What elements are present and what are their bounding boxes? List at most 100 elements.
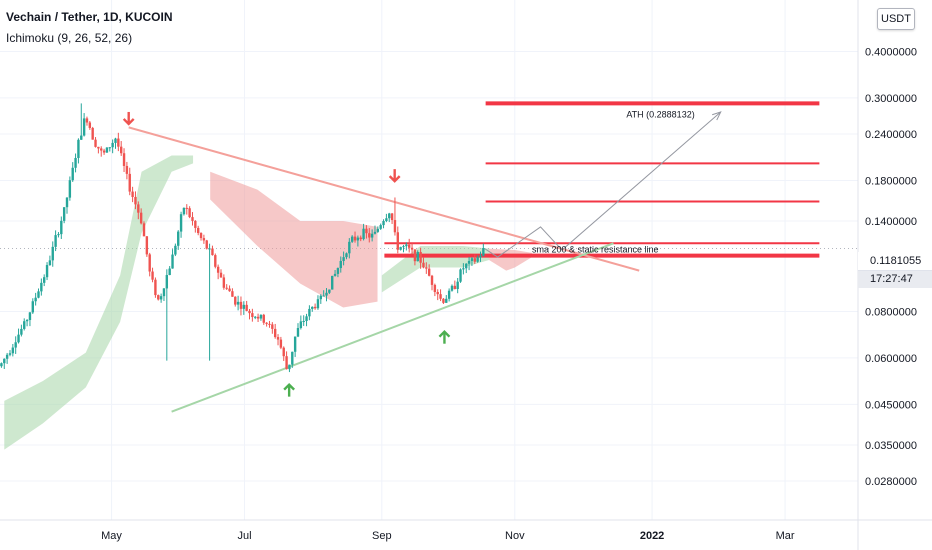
candle-body <box>225 287 228 289</box>
candle-body <box>62 207 66 221</box>
candle-body <box>276 337 280 340</box>
indicator-legend[interactable]: Ichimoku (9, 26, 52, 26) <box>6 31 133 45</box>
candle-body <box>299 321 303 329</box>
candle-body <box>390 213 394 221</box>
candle-body <box>319 295 323 300</box>
candle-body <box>285 356 288 370</box>
candle-body <box>408 244 411 248</box>
candle-body <box>470 258 474 261</box>
candle-body <box>370 233 374 238</box>
x-tick-label: Sep <box>372 530 392 542</box>
candle-body <box>165 275 169 289</box>
candle-body <box>248 310 251 314</box>
candle-body <box>442 298 445 303</box>
candle-body <box>379 225 382 229</box>
candle-body <box>473 258 476 262</box>
y-tick-label: 0.0450000 <box>865 399 917 411</box>
candle-body <box>234 296 237 305</box>
candle-body <box>214 255 217 267</box>
candle-body <box>125 165 129 174</box>
candle-body <box>97 146 100 149</box>
projection-path <box>484 111 722 258</box>
y-tick-label: 0.0280000 <box>865 476 917 488</box>
candle-body <box>48 260 52 266</box>
candle-body <box>302 321 305 323</box>
x-tick-label: Jul <box>237 530 251 542</box>
candle-body <box>159 296 163 300</box>
candle-body <box>288 364 291 370</box>
candle-body <box>345 253 348 258</box>
candle-body <box>316 299 320 309</box>
candle-body <box>174 245 177 255</box>
candle-body <box>162 288 166 297</box>
candle-body <box>368 233 371 238</box>
candle-body <box>111 142 114 148</box>
candle-body <box>148 254 151 272</box>
descending-trendline <box>128 126 640 272</box>
projection-line <box>484 111 722 258</box>
candle-body <box>114 138 117 143</box>
candle-body <box>11 347 15 354</box>
candle-body <box>134 196 137 205</box>
cloud-bullish <box>4 155 194 450</box>
candle-body <box>139 212 143 224</box>
candle-body <box>410 247 414 250</box>
candle-body <box>439 294 442 299</box>
candle-body <box>350 236 354 242</box>
candle-body <box>236 301 240 305</box>
y-tick-label: 0.0350000 <box>865 440 917 452</box>
candle-body <box>405 244 408 247</box>
candle-body <box>25 320 29 322</box>
candle-body <box>71 167 74 181</box>
signal-arrows <box>122 111 451 397</box>
candle-body <box>291 351 294 365</box>
candle-body <box>413 249 417 262</box>
candle-body <box>376 228 380 232</box>
candle-body <box>208 248 211 250</box>
currency-button[interactable]: USDT <box>877 8 915 30</box>
candle-body <box>154 279 157 296</box>
candle-body <box>342 257 345 261</box>
sma-label: sma 200 & static resistance line <box>532 245 659 255</box>
cloud-bearish <box>489 248 532 271</box>
resistance-levels <box>384 101 820 258</box>
candle-body <box>142 223 146 237</box>
candle-body <box>456 281 459 290</box>
candle-body <box>325 292 328 296</box>
ath-label: ATH (0.2888132) <box>626 109 694 119</box>
candle-body <box>382 221 385 226</box>
candle-body <box>8 353 12 355</box>
cloud-bearish <box>210 171 378 308</box>
candle-body <box>273 328 277 338</box>
candle-body <box>196 227 200 234</box>
symbol-title[interactable]: Vechain / Tether, 1D, KUCOIN <box>6 10 173 24</box>
candle-body <box>199 233 203 239</box>
candle-body <box>122 153 126 166</box>
candle-body <box>54 235 57 247</box>
x-tick-label: May <box>101 530 122 542</box>
candle-body <box>82 118 86 136</box>
candle-body <box>137 204 140 213</box>
candle-body <box>467 260 471 264</box>
candle-body <box>365 228 368 234</box>
candle-body <box>433 284 437 293</box>
candle-body <box>3 358 6 364</box>
y-tick-label: 0.4000000 <box>865 46 917 58</box>
candle-body <box>117 138 120 147</box>
candle-body <box>348 241 351 254</box>
candle-body <box>17 334 20 343</box>
candle-body <box>482 248 485 256</box>
bar-countdown: 17:27:47 <box>858 271 932 288</box>
candle-body <box>128 173 131 192</box>
candle-body <box>256 316 260 319</box>
candle-body <box>385 218 388 222</box>
candle-body <box>419 251 422 263</box>
candle-body <box>20 328 23 335</box>
candle-body <box>85 118 89 123</box>
y-tick-label: 0.1400000 <box>865 216 917 228</box>
candle-body <box>479 255 482 258</box>
candle-body <box>188 208 191 218</box>
x-tick-label: Mar <box>776 530 795 542</box>
